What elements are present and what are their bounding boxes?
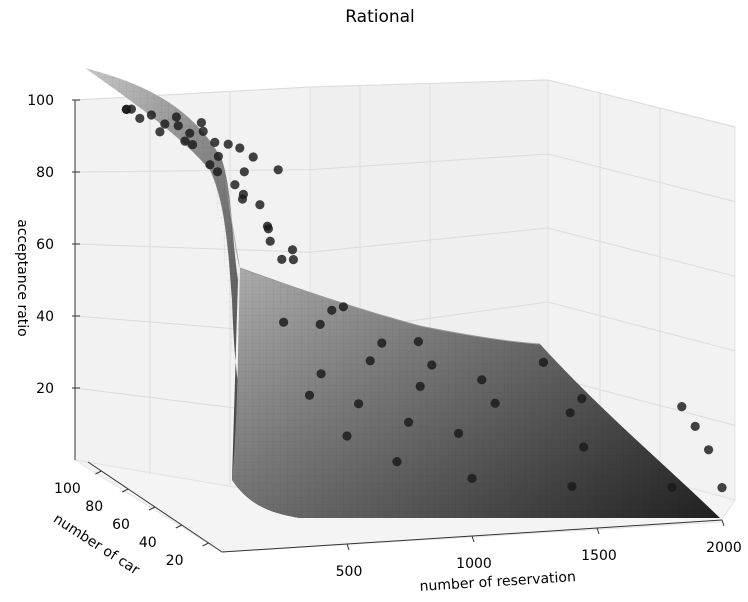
data-point: [316, 369, 326, 379]
z-gridline: [74, 79, 736, 128]
data-point: [288, 255, 298, 265]
data-point: [717, 483, 727, 493]
data-point: [404, 417, 414, 427]
data-point: [354, 399, 364, 409]
data-point: [690, 421, 700, 431]
data-point: [567, 481, 577, 491]
data-point: [238, 189, 248, 199]
data-point: [427, 360, 437, 370]
y-tick-mark: [121, 488, 129, 493]
data-point: [579, 442, 589, 452]
z-tick-label: 40: [36, 309, 54, 325]
data-point: [155, 127, 165, 137]
data-point: [173, 121, 183, 131]
data-point: [235, 143, 245, 153]
y-tick-mark: [175, 524, 183, 529]
x-tick-mark: [596, 527, 600, 535]
x-tick-mark: [721, 519, 725, 527]
x-tick-mark: [471, 535, 475, 543]
surface-edge: [239, 267, 541, 345]
y-tick-mark: [202, 542, 209, 547]
data-point: [392, 457, 402, 467]
data-point: [180, 136, 190, 146]
data-point: [277, 254, 287, 264]
data-point: [279, 317, 289, 327]
fitted-surface: [85, 68, 720, 518]
data-point: [230, 180, 240, 190]
data-point: [171, 112, 181, 122]
data-point: [248, 152, 258, 162]
data-point: [413, 337, 423, 347]
data-point: [477, 375, 487, 385]
x-axis-ticks: 500 1000 1500 2000: [336, 519, 742, 580]
data-point: [304, 390, 315, 400]
data-point: [467, 473, 477, 483]
data-point: [342, 431, 352, 441]
data-point: [126, 104, 136, 114]
data-point: [187, 140, 198, 150]
data-point: [338, 302, 348, 312]
data-point: [196, 118, 206, 128]
z-axis-label: acceptance ratio: [14, 219, 30, 336]
data-point: [677, 402, 687, 412]
data-point: [263, 224, 273, 234]
data-point: [577, 394, 587, 404]
data-point: [454, 428, 464, 438]
scatter-points: [121, 104, 727, 493]
z-axis-ticks: 20 40 60 80 100: [27, 93, 80, 397]
z-tick-label: 60: [36, 237, 54, 253]
y-tick-label: 20: [166, 553, 184, 569]
y-tick-mark: [148, 506, 156, 511]
data-point: [185, 128, 195, 138]
data-point: [327, 305, 337, 315]
z-tick-label: 80: [36, 165, 54, 181]
chart-title: Rational: [345, 7, 415, 27]
data-point: [255, 200, 265, 210]
data-point: [210, 137, 220, 147]
y-tick-label: 100: [54, 481, 81, 497]
data-point: [135, 113, 145, 123]
data-point: [265, 236, 275, 246]
y-tick-label: 80: [85, 499, 103, 515]
x-tick-label: 1000: [456, 556, 492, 572]
data-point: [273, 165, 283, 175]
data-point: [160, 119, 170, 129]
data-point: [315, 319, 325, 329]
x-tick-label: 1500: [581, 548, 617, 564]
x-tick-label: 2000: [706, 540, 742, 556]
surface-mesh: [85, 68, 720, 518]
z-gridline: [74, 301, 736, 352]
data-point: [205, 160, 215, 170]
z-gridline: [74, 153, 736, 203]
y-tick-label: 60: [112, 517, 130, 533]
data-point: [565, 408, 575, 418]
data-point: [223, 139, 233, 149]
x-tick-mark: [346, 543, 350, 551]
y-tick-mark: [95, 470, 102, 475]
z-tick-label: 100: [27, 93, 54, 109]
data-point: [377, 338, 387, 348]
data-point: [212, 167, 223, 177]
data-point: [538, 357, 549, 367]
data-point: [146, 110, 156, 120]
data-point: [213, 151, 223, 161]
data-point: [365, 356, 375, 366]
x-tick-label: 500: [336, 564, 363, 580]
data-point: [287, 245, 298, 255]
data-point: [198, 126, 208, 136]
y-tick-label: 40: [139, 535, 157, 551]
z-tick-label: 20: [36, 381, 54, 397]
data-point: [415, 381, 425, 391]
data-point: [239, 167, 249, 177]
data-point: [667, 482, 677, 492]
data-point: [490, 398, 500, 408]
data-point: [704, 445, 714, 455]
x-axis-label: number of reservation: [419, 569, 576, 595]
z-gridline: [74, 227, 736, 277]
